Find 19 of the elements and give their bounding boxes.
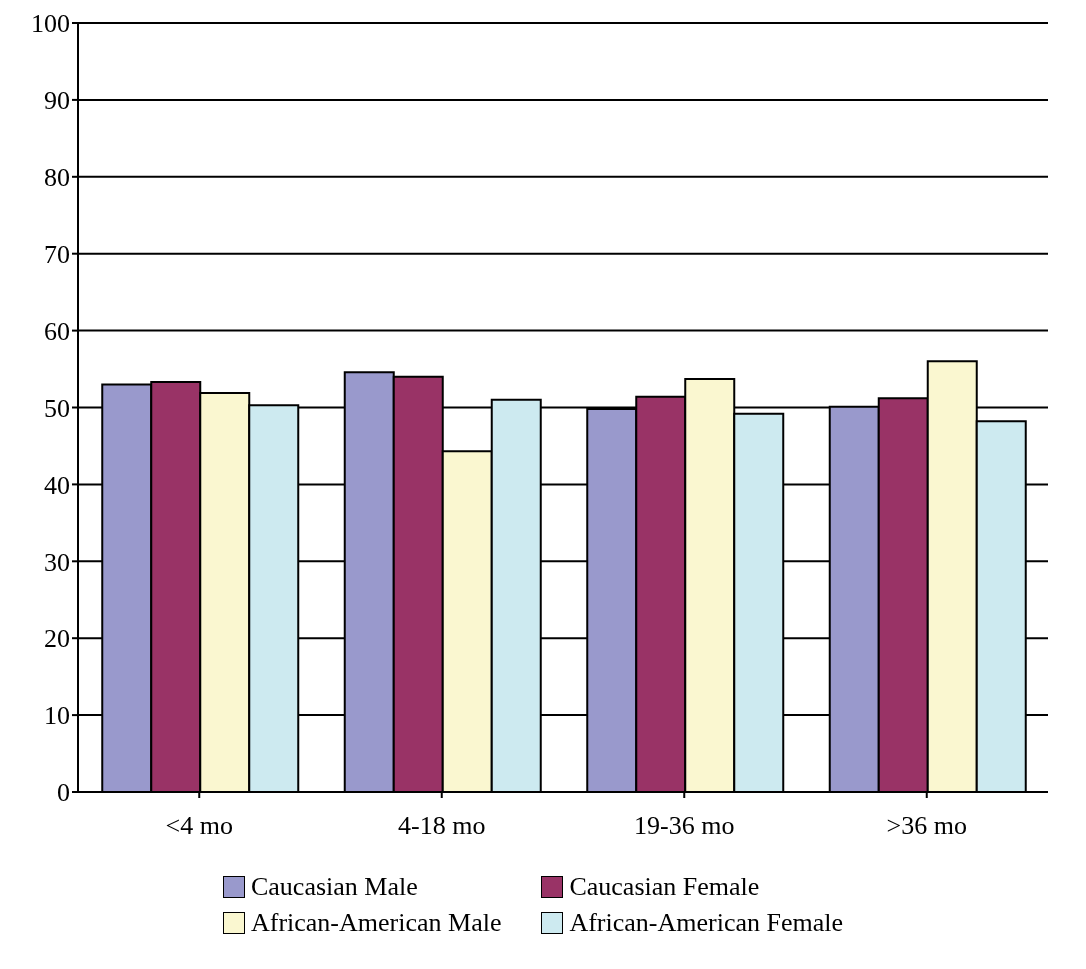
legend-label: Caucasian Female [569, 872, 760, 902]
legend-label: African-American Female [569, 908, 844, 938]
y-tick-label: 100 [31, 9, 70, 39]
y-tick-label: 80 [44, 163, 70, 193]
x-tick-label: <4 mo [165, 811, 233, 841]
y-tick-label: 30 [44, 547, 70, 577]
y-tick-label: 60 [44, 316, 70, 346]
legend-label: Caucasian Male [250, 872, 418, 902]
y-tick-label: 50 [44, 393, 70, 423]
x-tick-label: 19-36 mo [634, 811, 735, 841]
y-tick-label: 0 [57, 778, 70, 808]
y-tick-label: 20 [44, 624, 70, 654]
legend-label: African-American Male [250, 908, 502, 938]
y-tick-label: 90 [44, 86, 70, 116]
y-tick-label: 10 [44, 701, 70, 731]
y-tick-label: 40 [44, 470, 70, 500]
x-tick-label: >36 mo [886, 811, 967, 841]
x-tick-label: 4-18 mo [398, 811, 486, 841]
y-tick-label: 70 [44, 239, 70, 269]
